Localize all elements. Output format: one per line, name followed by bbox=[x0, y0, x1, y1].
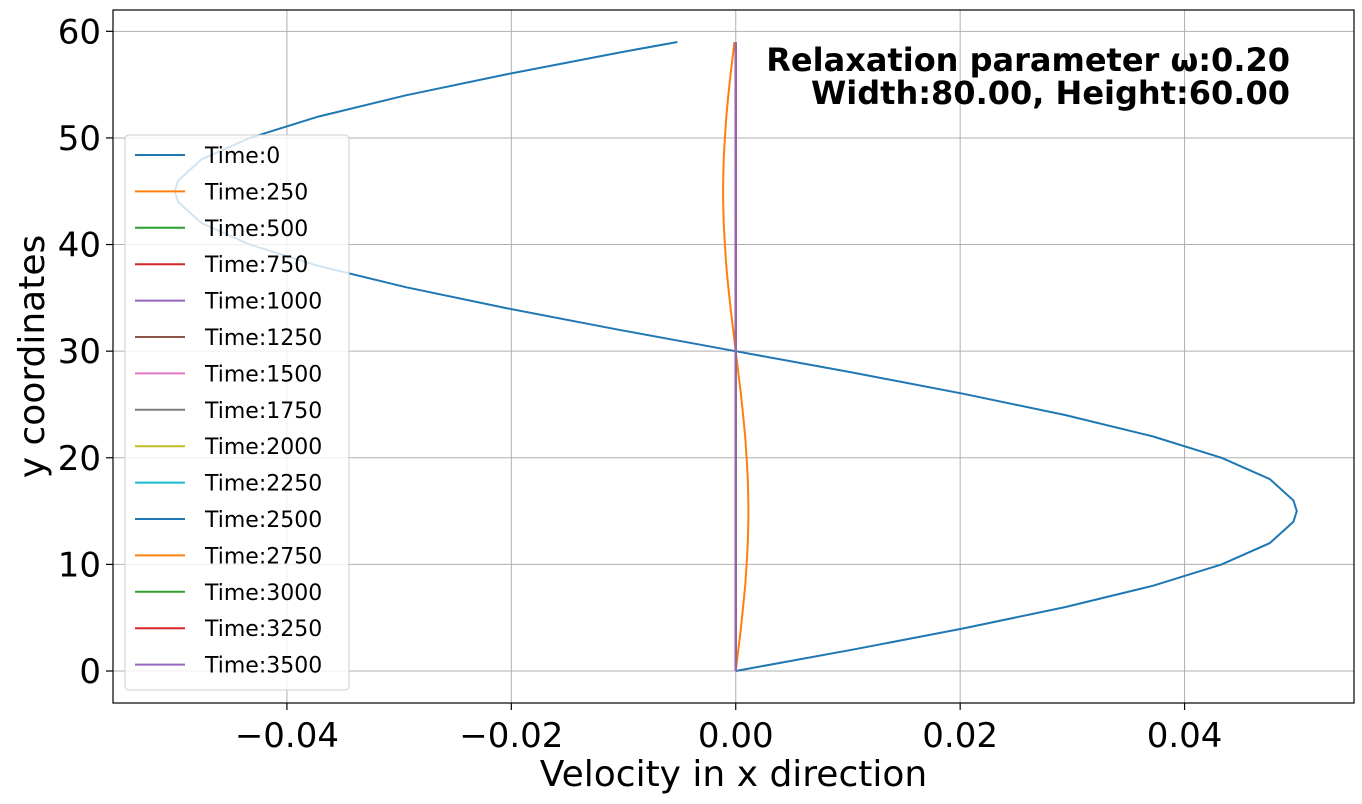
legend-label: Time:3000 bbox=[204, 581, 322, 606]
legend-label: Time:2250 bbox=[204, 472, 322, 497]
x-tick-label: 0.04 bbox=[1147, 716, 1223, 756]
y-axis-label: y coordinates bbox=[12, 235, 53, 479]
y-tick-label: 50 bbox=[58, 119, 101, 159]
x-tick-label: 0.00 bbox=[698, 716, 774, 756]
annotation-line-relaxation: Relaxation parameter ω:0.20 bbox=[766, 41, 1290, 79]
annotation: Relaxation parameter ω:0.20 Width:80.00,… bbox=[766, 41, 1290, 112]
x-tick-label: −0.02 bbox=[459, 716, 563, 756]
legend-label: Time:3250 bbox=[204, 617, 322, 642]
legend-label: Time:0 bbox=[204, 144, 280, 169]
legend-label: Time:1750 bbox=[204, 399, 322, 424]
axis-ticks: −0.04 −0.02 0.00 0.02 0.04 0 10 20 30 40 50 60 bbox=[58, 12, 1223, 756]
annotation-line-dimensions: Width:80.00, Height:60.00 bbox=[811, 74, 1290, 112]
x-axis-label: Velocity in x direction bbox=[540, 754, 927, 795]
legend-box bbox=[124, 134, 350, 691]
legend-label: Time:2000 bbox=[204, 435, 322, 460]
y-tick-label: 30 bbox=[58, 332, 101, 372]
plot-frame bbox=[112, 9, 1355, 704]
y-tick-label: 60 bbox=[58, 12, 101, 52]
legend-label: Time:750 bbox=[204, 253, 308, 278]
legend-label: Time:1500 bbox=[204, 362, 322, 387]
legend-label: Time:1000 bbox=[204, 290, 322, 315]
x-tick-label: 0.02 bbox=[922, 716, 998, 756]
y-tick-label: 40 bbox=[58, 226, 101, 266]
legend-label: Time:500 bbox=[204, 217, 308, 242]
x-tick-label: −0.04 bbox=[235, 716, 339, 756]
legend: Time:0 Time:250 Time:500 Time:750 Time:1000 T… bbox=[124, 134, 350, 691]
y-tick-label: 10 bbox=[58, 545, 101, 585]
legend-label: Time:2500 bbox=[204, 508, 322, 533]
legend-label: Time:2750 bbox=[204, 544, 322, 569]
y-tick-label: 0 bbox=[79, 652, 101, 692]
legend-label: Time:1250 bbox=[204, 326, 322, 351]
legend-label: Time:3500 bbox=[204, 654, 322, 679]
y-tick-label: 20 bbox=[58, 439, 101, 479]
legend-label: Time:250 bbox=[204, 180, 308, 205]
